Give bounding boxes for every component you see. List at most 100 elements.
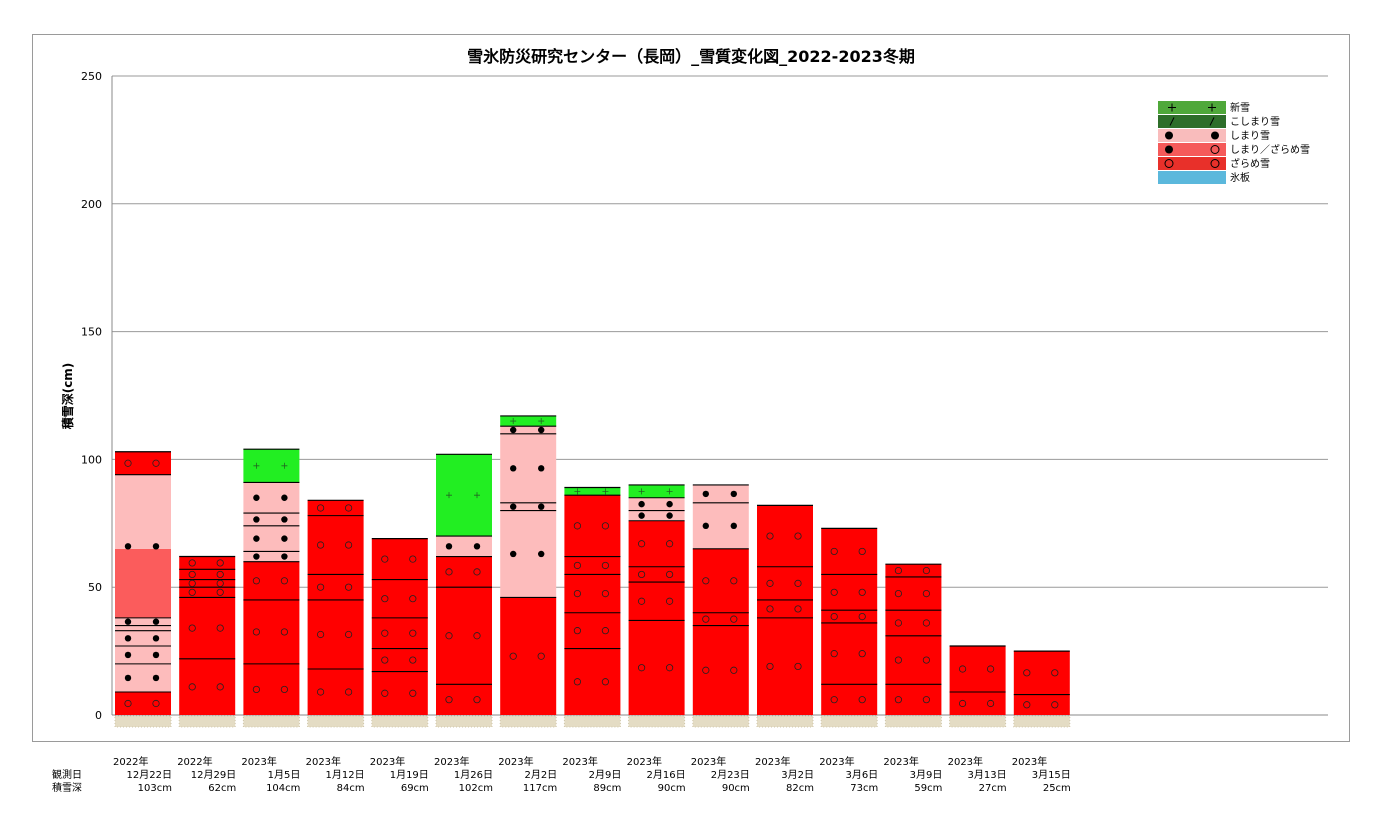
observation-date: 3月9日 bbox=[910, 769, 943, 781]
snow-profile-bar bbox=[499, 415, 557, 728]
granular-snow-symbol bbox=[252, 577, 260, 585]
granular-snow-symbol bbox=[216, 570, 224, 579]
snow-layer-comp bbox=[115, 474, 171, 549]
granular-snow-symbol bbox=[381, 555, 389, 563]
observation-year: 2023年 bbox=[948, 755, 983, 768]
observation-year: 2023年 bbox=[562, 755, 597, 768]
observation-year: 2023年 bbox=[883, 755, 918, 768]
observation-depth: 103cm bbox=[138, 783, 172, 794]
compacted-snow-symbol bbox=[281, 516, 288, 523]
ground-texture bbox=[628, 715, 686, 728]
snow-profile-bar bbox=[628, 484, 686, 728]
ground-texture bbox=[692, 715, 750, 728]
granular-snow-symbol bbox=[573, 589, 582, 598]
observation-depth: 117cm bbox=[523, 783, 557, 794]
observation-year: 2023年 bbox=[819, 755, 854, 768]
legend-item: しまり／ざらめ雪 bbox=[1158, 143, 1310, 156]
new-snow-symbol bbox=[638, 488, 645, 495]
observation-year: 2022年 bbox=[113, 755, 148, 768]
granular-snow-symbol bbox=[730, 615, 738, 623]
granular-snow-symbol bbox=[830, 650, 838, 658]
new-snow-symbol bbox=[1208, 103, 1216, 112]
compacted-snow-symbol bbox=[124, 635, 132, 642]
compacted-snow-symbol bbox=[124, 543, 132, 550]
observation-year: 2023年 bbox=[691, 755, 726, 768]
observation-year: 2023年 bbox=[434, 755, 469, 768]
observation-date: 2月16日 bbox=[647, 769, 686, 781]
y-tick-label: 150 bbox=[81, 326, 102, 339]
granular-snow-symbol bbox=[216, 683, 224, 691]
chart-frame bbox=[32, 34, 1350, 742]
snow-layer-comp bbox=[115, 617, 171, 692]
ground-texture bbox=[884, 715, 942, 728]
granular-snow-symbol bbox=[216, 559, 224, 567]
snow-profile-bar bbox=[178, 555, 236, 728]
y-tick-label: 50 bbox=[88, 581, 102, 594]
compacted-snow-symbol bbox=[253, 553, 260, 560]
snow-profile-bar bbox=[692, 484, 750, 728]
granular-snow-symbol bbox=[1023, 701, 1031, 709]
granular-snow-symbol bbox=[316, 630, 325, 639]
granular-snow-symbol bbox=[573, 678, 582, 686]
compacted-snow-symbol bbox=[510, 465, 517, 472]
granular-snow-symbol bbox=[344, 688, 353, 696]
granular-snow-symbol bbox=[409, 689, 417, 697]
bars bbox=[114, 415, 1071, 728]
granular-snow-symbol bbox=[601, 589, 610, 598]
compacted-snow-symbol bbox=[666, 512, 673, 519]
compacted-snow-symbol bbox=[538, 503, 545, 510]
observation-date: 1月26日 bbox=[454, 769, 493, 781]
granular-snow-symbol bbox=[1210, 159, 1220, 168]
snow-profile-bar bbox=[435, 453, 493, 728]
granular-snow-symbol bbox=[665, 664, 674, 672]
granular-snow-symbol bbox=[573, 627, 582, 635]
new-snow-symbol bbox=[602, 488, 609, 495]
granular-snow-symbol bbox=[766, 605, 774, 613]
ground-strip bbox=[243, 716, 300, 727]
snow-layer-comp bbox=[500, 426, 557, 598]
ground-strip bbox=[307, 716, 364, 727]
legend-item: ざらめ雪 bbox=[1158, 157, 1270, 170]
granular-snow-symbol bbox=[316, 688, 325, 696]
granular-snow-symbol bbox=[601, 627, 610, 635]
granular-snow-symbol bbox=[537, 652, 545, 660]
granular-snow-symbol bbox=[1210, 145, 1220, 154]
granular-snow-symbol bbox=[216, 624, 224, 632]
observation-year: 2023年 bbox=[627, 755, 662, 768]
compacted-snow-symbol bbox=[538, 465, 545, 472]
snow-profile-bar bbox=[371, 538, 429, 728]
legend-item: しまり雪 bbox=[1158, 129, 1270, 142]
granular-snow-symbol bbox=[702, 666, 710, 674]
snow-layer-gran bbox=[1013, 651, 1070, 715]
compacted-snow-symbol bbox=[702, 522, 709, 530]
ground-texture bbox=[307, 715, 365, 728]
granular-snow-symbol bbox=[830, 588, 838, 596]
snow-layer-comp bbox=[628, 497, 685, 521]
granular-snow-symbol bbox=[922, 619, 931, 627]
observation-depth: 59cm bbox=[914, 783, 942, 794]
granular-snow-symbol bbox=[830, 696, 838, 704]
legend-label: ざらめ雪 bbox=[1230, 157, 1270, 170]
compacting-snow-symbol bbox=[1169, 117, 1175, 126]
granular-snow-symbol bbox=[858, 547, 866, 556]
ground-strip bbox=[1013, 716, 1070, 727]
granular-snow-symbol bbox=[344, 630, 353, 639]
snow-layer-gran bbox=[115, 691, 171, 715]
snow-layer-comp bbox=[243, 482, 300, 562]
snow-layer-gran bbox=[371, 538, 428, 715]
ground-strip bbox=[692, 716, 749, 727]
observation-year: 2023年 bbox=[498, 755, 533, 768]
y-tick-labels: 0 50 100 150 200 250 bbox=[81, 70, 102, 722]
granular-snow-symbol bbox=[188, 559, 196, 567]
chart-title: 雪氷防災研究センター（長岡）_雪質変化図_2022-2023冬期 bbox=[467, 47, 915, 66]
ground-strip bbox=[564, 716, 621, 727]
ground-strip bbox=[436, 716, 492, 727]
ground-strip bbox=[179, 716, 236, 727]
observation-date: 1月5日 bbox=[268, 769, 301, 781]
legend-label: しまり／ざらめ雪 bbox=[1230, 143, 1310, 156]
granular-snow-symbol bbox=[730, 577, 738, 585]
granular-snow-symbol bbox=[922, 656, 931, 664]
legend-swatch bbox=[1158, 101, 1226, 114]
granular-snow-symbol bbox=[986, 699, 995, 708]
compacted-snow-symbol bbox=[666, 500, 673, 508]
